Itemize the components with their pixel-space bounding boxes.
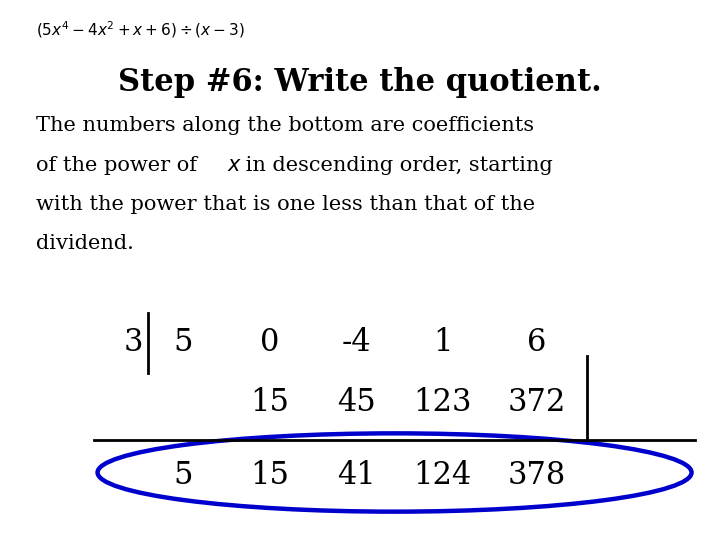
Text: of the power of: of the power of <box>36 156 204 174</box>
Text: 6: 6 <box>527 327 546 359</box>
Text: 45: 45 <box>337 387 376 418</box>
Text: 123: 123 <box>413 387 472 418</box>
Text: 3: 3 <box>123 327 143 359</box>
Text: 378: 378 <box>508 460 565 491</box>
Text: $\left(5x^4-4x^2+x+6\right)\div(x-3)$: $\left(5x^4-4x^2+x+6\right)\div(x-3)$ <box>36 19 245 39</box>
Text: 124: 124 <box>414 460 472 491</box>
Text: 41: 41 <box>337 460 376 491</box>
Text: 1: 1 <box>433 327 453 359</box>
Text: 5: 5 <box>174 460 194 491</box>
Text: 0: 0 <box>261 327 279 359</box>
Text: 15: 15 <box>251 460 289 491</box>
Text: in descending order, starting: in descending order, starting <box>239 156 553 174</box>
Text: Step #6: Write the quotient.: Step #6: Write the quotient. <box>118 68 602 98</box>
Text: 15: 15 <box>251 387 289 418</box>
Text: -4: -4 <box>341 327 372 359</box>
Text: with the power that is one less than that of the: with the power that is one less than tha… <box>36 195 535 214</box>
Text: dividend.: dividend. <box>36 234 134 253</box>
Text: $x$: $x$ <box>227 156 242 174</box>
Text: The numbers along the bottom are coefficients: The numbers along the bottom are coeffic… <box>36 116 534 135</box>
Text: 5: 5 <box>174 327 194 359</box>
Text: 372: 372 <box>507 387 566 418</box>
